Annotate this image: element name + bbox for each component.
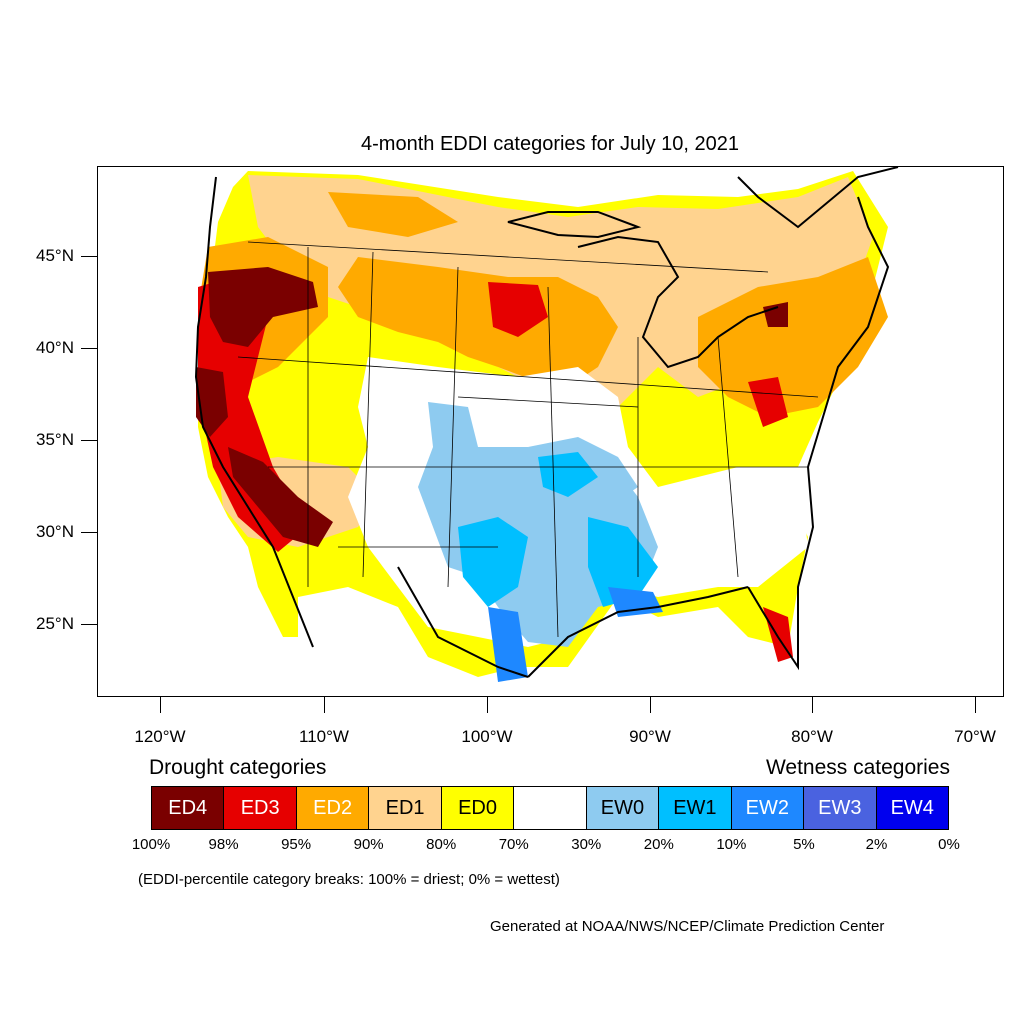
drought-heading: Drought categories: [149, 756, 327, 779]
region-ew2-south-texas: [488, 607, 528, 682]
percentile-label: 10%: [716, 836, 747, 853]
lat-tick: [81, 256, 97, 257]
percentile-label: 80%: [426, 836, 457, 853]
category-note: (EDDI-percentile category breaks: 100% =…: [138, 871, 560, 888]
lake-superior: [507, 211, 642, 239]
lon-tick: [324, 697, 325, 713]
coastline-west: [194, 176, 314, 648]
credit-line: Generated at NOAA/NWS/NCEP/Climate Predi…: [490, 918, 885, 935]
canada-coast: [737, 167, 899, 229]
legend-cell-ed0: ED0: [441, 787, 515, 829]
eddi-map: [97, 166, 1004, 697]
lat-label-35n: 35°N: [36, 430, 74, 449]
region-ed2-border: [328, 192, 458, 237]
eddi-map-graphic: [194, 167, 899, 682]
lon-tick: [975, 697, 976, 713]
region-ed4-nevada: [228, 447, 333, 547]
percentile-label: 30%: [571, 836, 602, 853]
legend-cell-ed4: ED4: [152, 787, 225, 829]
percentile-label: 95%: [281, 836, 312, 853]
lat-label-40n: 40°N: [36, 338, 74, 357]
legend-colorbar: ED4 ED3 ED2 ED1 ED0 EW0 EW1 EW2 EW3 EW4: [151, 786, 949, 830]
wetness-heading: Wetness categories: [765, 756, 950, 779]
lat-tick: [81, 532, 97, 533]
region-ed4-california: [196, 367, 228, 437]
percentile-label: 98%: [208, 836, 239, 853]
legend-cell-ew0: EW0: [586, 787, 660, 829]
lon-label-110w: 110°W: [299, 727, 349, 746]
legend-cell-ew2: EW2: [731, 787, 805, 829]
region-ed2-east: [698, 257, 888, 417]
percentile-label: 5%: [793, 836, 815, 853]
lon-tick: [650, 697, 651, 713]
map-title: 4-month EDDI categories for July 10, 202…: [361, 133, 739, 155]
lon-label-90w: 90°W: [629, 727, 671, 746]
region-ed3-midatlantic: [748, 377, 788, 427]
lon-tick: [160, 697, 161, 713]
lat-label-30n: 30°N: [36, 522, 74, 541]
coastline-gulf: [397, 566, 749, 678]
region-ed3-nd: [488, 282, 548, 337]
lat-label-25n: 25°N: [36, 614, 74, 633]
region-normal-southeast: [658, 467, 808, 577]
legend-cell-ew4: EW4: [876, 787, 948, 829]
lon-label-120w: 120°W: [134, 727, 186, 746]
region-ew1-lower-miss: [588, 517, 658, 607]
legend-cell-ed2: ED2: [296, 787, 370, 829]
legend-cell-ed3: ED3: [224, 787, 297, 829]
percentile-label: 90%: [353, 836, 384, 853]
percentile-label: 0%: [938, 836, 960, 853]
percentile-label: 100%: [131, 836, 171, 853]
region-ew1-texas: [458, 517, 528, 607]
lon-tick: [812, 697, 813, 713]
region-ed4-oregon: [208, 267, 318, 347]
state-boundaries: [237, 241, 819, 638]
legend-cell-normal: [514, 787, 587, 829]
lon-label-70w: 70°W: [954, 727, 996, 746]
lat-label-45n: 45°N: [36, 246, 74, 265]
lat-tick: [81, 348, 97, 349]
percentile-label: 20%: [643, 836, 674, 853]
great-lakes: [577, 235, 779, 369]
lat-tick: [81, 624, 97, 625]
coastline-east: [747, 196, 890, 671]
lat-tick: [81, 440, 97, 441]
legend-cell-ew3: EW3: [804, 787, 877, 829]
region-ed4-neast: [763, 302, 788, 327]
percentile-label: 2%: [865, 836, 888, 853]
lon-label-100w: 100°W: [461, 727, 513, 746]
lon-label-80w: 80°W: [791, 727, 833, 746]
coastlines: [194, 167, 899, 678]
legend-cell-ed1: ED1: [369, 787, 442, 829]
legend-cell-ew1: EW1: [659, 787, 732, 829]
percentile-label: 70%: [498, 836, 529, 853]
region-ew2-gulf: [608, 587, 663, 617]
lon-tick: [487, 697, 488, 713]
